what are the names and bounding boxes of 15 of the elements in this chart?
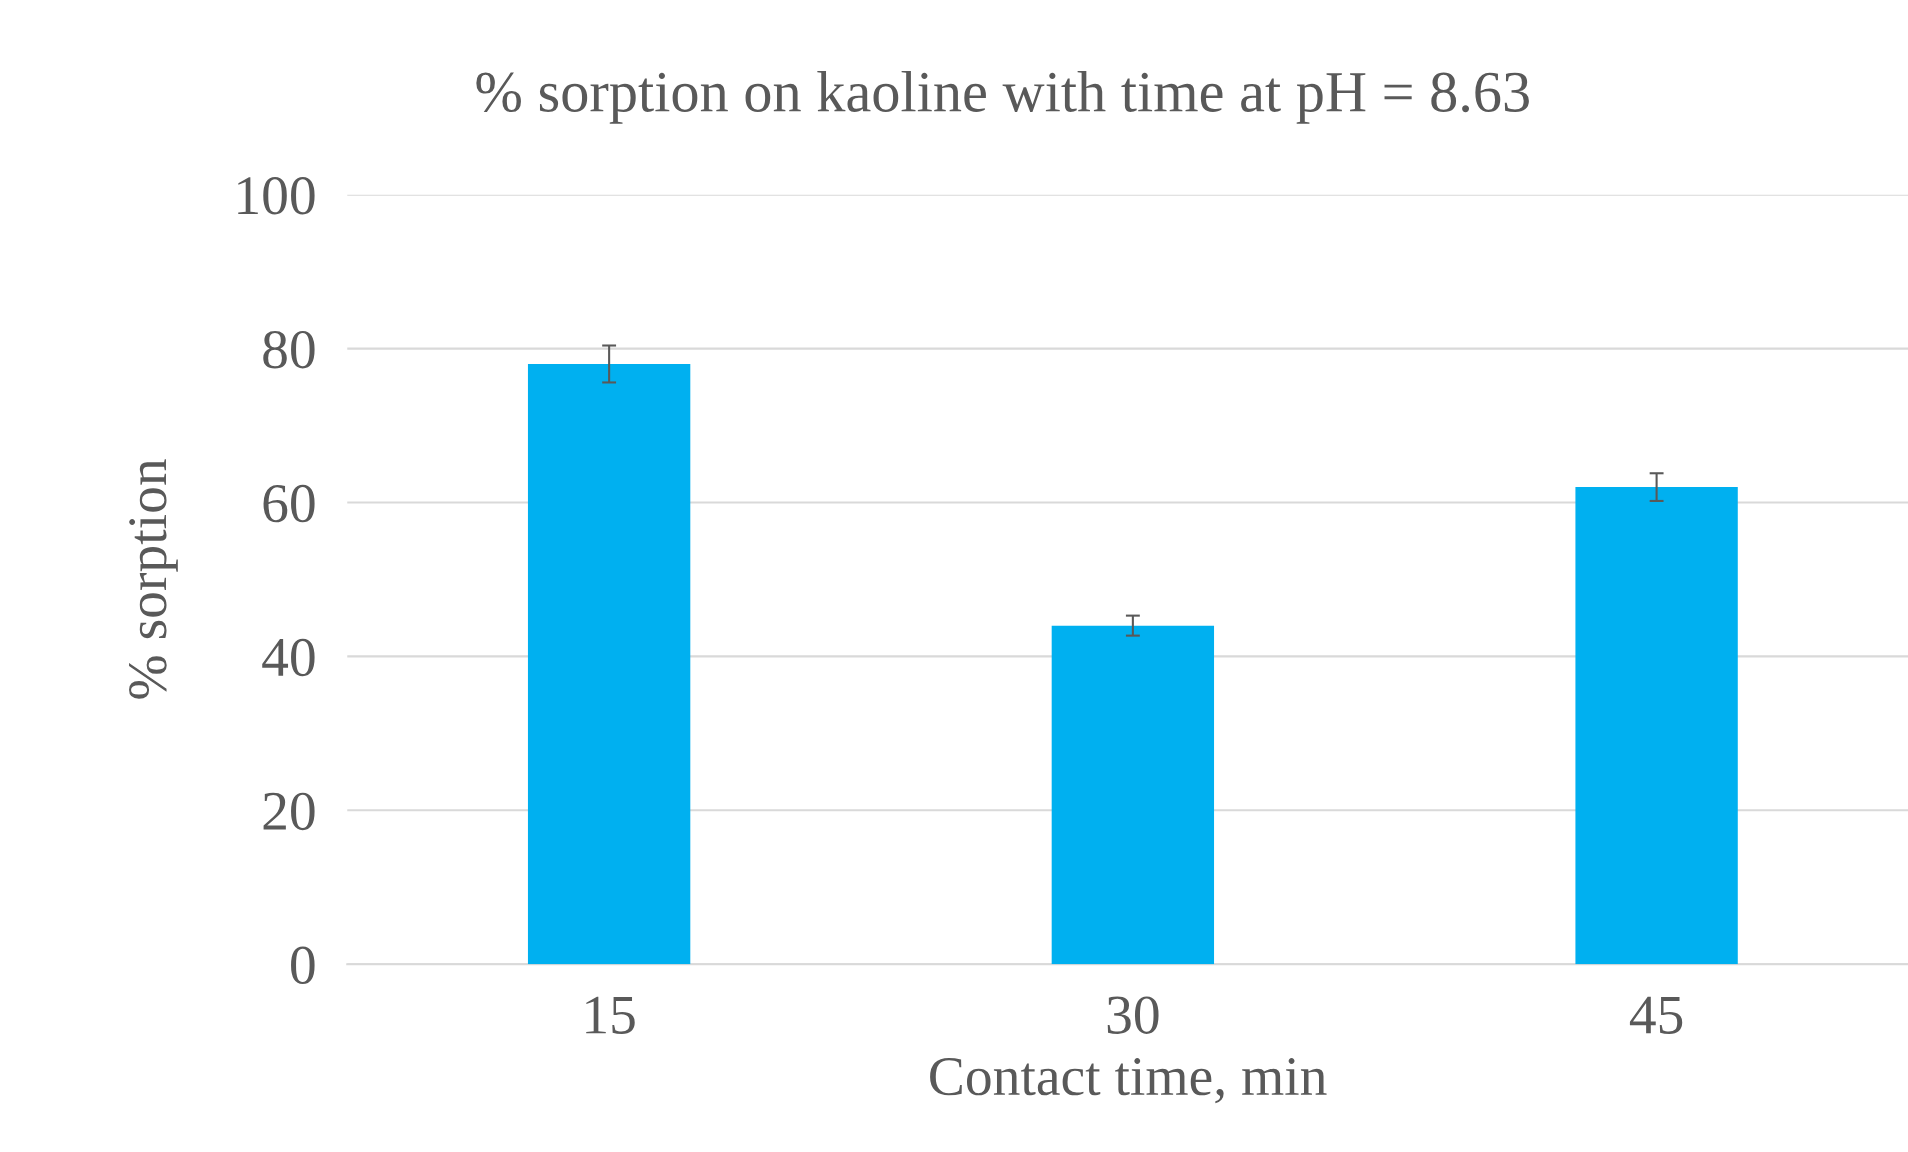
y-tick-label: 80 [263, 330, 315, 369]
y-tick-label: 20 [263, 792, 315, 831]
bar [1575, 487, 1738, 965]
y-tick-label: 40 [262, 638, 315, 677]
x-axis-title: Contact time, min [930, 1058, 1327, 1104]
y-tick-label: 0 [291, 946, 315, 985]
y-axis-title: % sorption [129, 459, 178, 699]
x-tick-label: 15 [586, 996, 635, 1034]
y-tick-label: 100 [238, 177, 315, 215]
y-tick-label: 60 [263, 484, 315, 523]
x-tick-label: 45 [1629, 996, 1683, 1034]
bar [527, 363, 691, 965]
chart-title: % sorption on kaoline with time at pH = 8.63 [476, 70, 1529, 124]
bar [1051, 625, 1215, 965]
x-tick-label: 30 [1107, 996, 1159, 1034]
